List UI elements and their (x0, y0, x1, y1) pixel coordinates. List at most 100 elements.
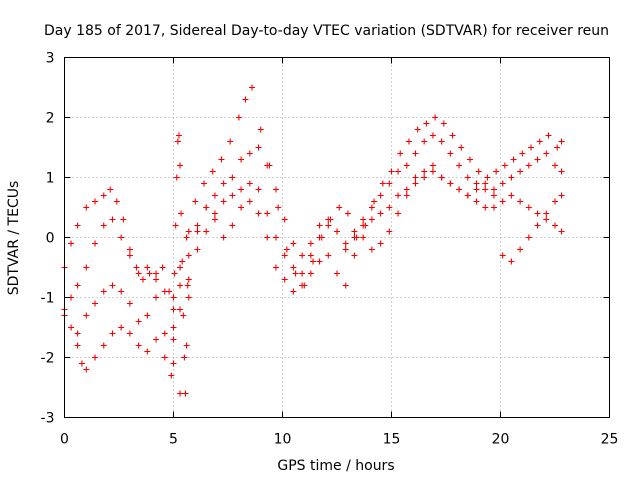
data-point (180, 312, 187, 319)
data-point (525, 204, 532, 211)
data-point (83, 204, 90, 211)
data-point (227, 138, 234, 145)
data-point (464, 174, 471, 181)
data-point (421, 138, 428, 145)
data-point (171, 270, 178, 277)
data-point (209, 168, 216, 175)
data-point (100, 222, 107, 229)
data-point (438, 174, 445, 181)
series-track-b (61, 132, 565, 313)
data-point (517, 198, 524, 205)
x-tick-label: 0 (60, 432, 69, 448)
data-point (211, 216, 218, 223)
y-axis-label: SDTVAR / TECUs (6, 181, 22, 296)
data-point (74, 282, 81, 289)
data-point (517, 246, 524, 253)
series-track-d (68, 162, 565, 397)
data-point (403, 186, 410, 193)
data-point (325, 252, 332, 259)
data-point (238, 186, 245, 193)
y-tick-label: 3 (46, 51, 55, 67)
data-point (464, 192, 471, 199)
data-point (412, 180, 419, 187)
data-point (377, 210, 384, 217)
data-point (126, 252, 133, 259)
data-point (281, 252, 288, 259)
data-point (519, 150, 526, 157)
data-point (429, 132, 436, 139)
x-axis-label: GPS time / hours (277, 458, 394, 474)
data-point (552, 222, 558, 229)
data-point (554, 144, 561, 151)
data-point (192, 198, 199, 205)
data-point (475, 168, 482, 175)
data-point (558, 192, 565, 199)
data-point (360, 222, 367, 229)
y-tick-label: 0 (46, 231, 55, 247)
data-point (229, 192, 236, 199)
data-point (144, 312, 151, 319)
data-point (368, 216, 375, 223)
data-point (170, 324, 177, 331)
data-point (456, 186, 463, 193)
data-point (100, 288, 107, 295)
x-tick-label: 20 (492, 432, 510, 448)
data-point (172, 222, 179, 229)
data-point (558, 138, 565, 145)
data-point (458, 144, 465, 151)
data-point (360, 216, 367, 223)
data-point (473, 180, 480, 187)
data-point (185, 294, 192, 301)
data-point (83, 312, 90, 319)
series-track-a (61, 84, 565, 301)
data-point (283, 246, 290, 253)
data-point (351, 228, 358, 235)
data-point (229, 222, 236, 229)
data-point (414, 126, 421, 133)
data-point (290, 288, 297, 295)
x-tick-label: 10 (274, 432, 292, 448)
data-point (508, 258, 515, 265)
data-point (92, 198, 99, 205)
data-point (534, 222, 541, 229)
data-point (412, 150, 419, 157)
data-point (484, 174, 491, 181)
data-point (307, 240, 314, 247)
data-point (203, 228, 210, 235)
data-point (248, 84, 255, 91)
data-point (120, 216, 127, 223)
data-point (238, 156, 245, 163)
data-point (126, 300, 133, 307)
data-point (168, 372, 175, 379)
data-points (61, 84, 565, 397)
data-point (92, 300, 99, 307)
data-point (386, 228, 393, 235)
data-point (74, 330, 81, 337)
data-point (342, 246, 349, 253)
data-point (310, 258, 317, 265)
data-point (403, 162, 410, 169)
data-point (272, 234, 279, 241)
data-point (184, 282, 191, 289)
data-point (552, 198, 558, 205)
data-point (386, 204, 393, 211)
data-point (109, 216, 116, 223)
data-point (351, 252, 358, 259)
data-point (139, 276, 146, 283)
data-point (558, 228, 565, 235)
data-point (325, 216, 332, 223)
data-point (135, 342, 142, 349)
data-point (211, 210, 218, 217)
data-point (133, 264, 140, 271)
data-point (438, 138, 445, 145)
grid-lines (64, 57, 610, 418)
data-point (161, 288, 168, 295)
data-point (490, 192, 497, 199)
data-point (179, 258, 186, 265)
data-point (552, 162, 558, 169)
data-point (185, 252, 192, 259)
data-point (508, 174, 515, 181)
data-point (177, 162, 184, 169)
data-point (272, 186, 279, 193)
data-point (107, 186, 114, 193)
